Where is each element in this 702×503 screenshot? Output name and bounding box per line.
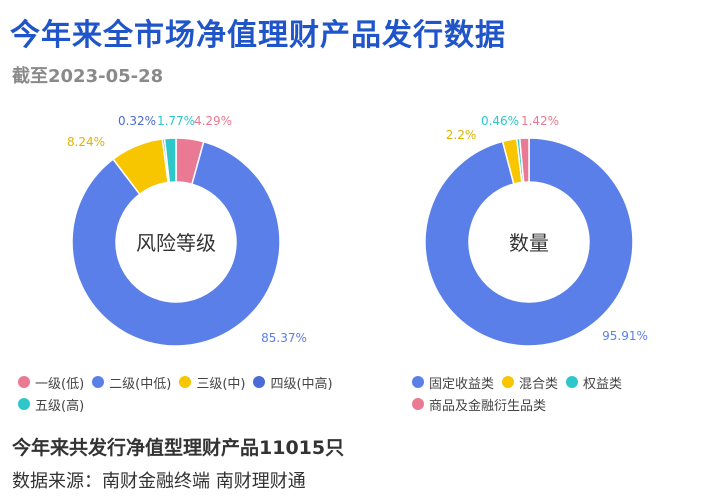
legend-item[interactable]: 五级(高) [18,395,84,414]
legend-swatch [92,376,105,388]
legend-label: 一级(低) [35,376,85,392]
legend-item[interactable]: 三级(中) [179,373,245,392]
legend-swatch [18,376,30,388]
legend-item[interactable]: 四级(中高) [253,373,333,392]
legend-swatch [502,376,515,388]
slice-value-label: 4.29% [194,114,232,128]
pie-slice-二级(中低) [71,140,281,347]
legend-label: 混合类 [519,376,559,392]
pie-slice-五级(高) [163,137,177,184]
legend-label: 三级(中) [196,376,246,392]
pie-slice-固定收益类 [424,137,634,347]
legend-label: 权益类 [583,376,623,392]
legend-risk-level: 一级(低) 二级(中低) 三级(中) 四级(中高) 五级(高) [18,371,341,415]
donut-center-label: 风险等级 [136,231,216,255]
legend-label: 四级(中高) [270,376,333,392]
legend-label: 五级(高) [35,398,85,414]
legend-quantity: 固定收益类 混合类 权益类商品及金融衍生品类 [412,371,630,415]
legend-item[interactable]: 一级(低) [18,373,84,392]
slice-value-label: 95.91% [602,329,648,343]
legend-item[interactable]: 二级(中低) [92,373,171,392]
slice-value-label: 1.77% [157,114,195,128]
legend-swatch [253,376,266,388]
donut-center-label: 数量 [509,231,549,255]
legend-swatch [412,398,424,410]
legend-swatch [179,376,192,388]
legend-swatch [412,376,424,388]
date-subtitle: 截至2023-05-28 [12,66,164,87]
donut-charts: 风险等级 4.29% 85.37% 8.24% 0.32% 1.77% 数量 95.91% 2.… [67,114,648,347]
pie-slice-商品及金融衍生品类 [518,137,530,184]
legend-item[interactable]: 商品及金融衍生品类 [412,395,546,414]
legend-label: 商品及金融衍生品类 [429,398,547,414]
slice-value-label: 0.32% [118,114,156,128]
legend-label: 固定收益类 [429,376,495,392]
page-title: 今年来全市场净值理财产品发行数据 [10,18,506,53]
summary-text: 今年来共发行净值型理财产品11015只 [12,437,345,459]
legend-swatch [566,376,579,388]
legend-item[interactable]: 权益类 [566,373,622,392]
slice-value-label: 0.46% [481,114,519,128]
source-text: 数据来源：南财金融终端 南财理财通 [12,471,306,492]
legend-swatch [18,398,30,410]
legend-item[interactable]: 固定收益类 [412,373,494,392]
slice-value-label: 8.24% [67,135,105,149]
slice-value-label: 85.37% [261,331,307,345]
slice-value-label: 1.42% [521,114,559,128]
legend-item[interactable]: 混合类 [502,373,558,392]
slice-value-label: 2.2% [446,128,477,142]
legend-label: 二级(中低) [109,376,172,392]
